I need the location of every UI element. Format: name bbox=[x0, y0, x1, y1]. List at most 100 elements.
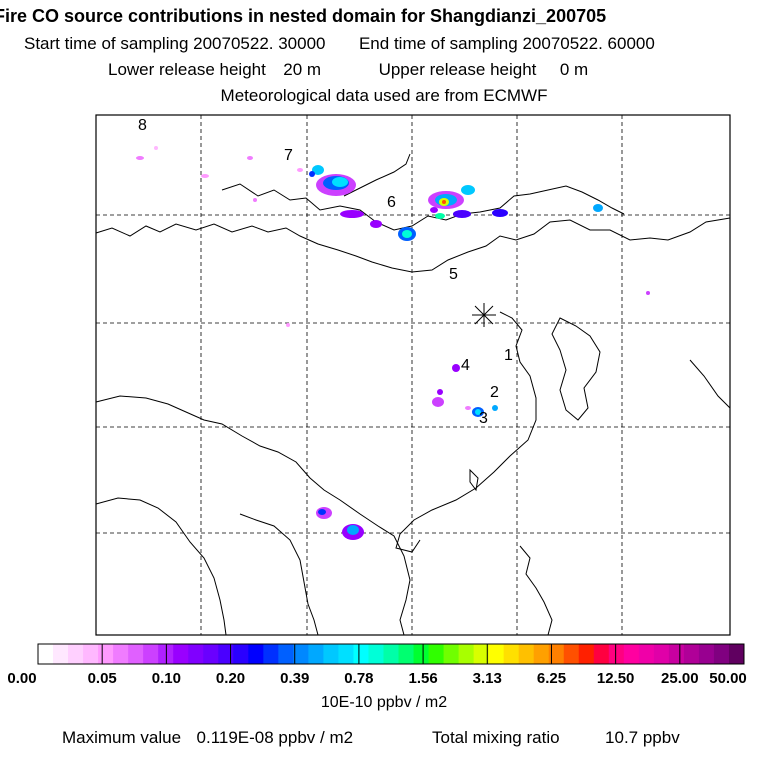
max-value-info: Maximum value 0.119E-08 ppbv / m2 bbox=[62, 728, 353, 748]
colorbar-swatch bbox=[503, 644, 520, 664]
colorbar-swatch bbox=[533, 644, 550, 664]
colorbar-swatch bbox=[518, 644, 535, 664]
colorbar-swatch bbox=[248, 644, 264, 664]
plume-cluster bbox=[461, 185, 475, 195]
colorbar-swatch bbox=[428, 644, 445, 664]
plume-cluster bbox=[492, 209, 508, 217]
colorbar-tick-label: 3.13 bbox=[472, 670, 502, 687]
colorbar-swatch bbox=[113, 644, 129, 664]
plume-cluster bbox=[247, 156, 253, 160]
china-coast bbox=[395, 311, 537, 553]
region-label: 4 bbox=[461, 357, 470, 374]
lake-baikal bbox=[343, 153, 411, 197]
receptor-star-icon bbox=[472, 303, 496, 327]
colorbar-swatch bbox=[338, 644, 354, 664]
colorbar-swatch bbox=[263, 644, 279, 664]
colorbar-swatch bbox=[563, 644, 580, 664]
colorbar-tick-label: 6.25 bbox=[536, 670, 567, 687]
philippines-coast bbox=[519, 545, 553, 636]
max-value-label: Maximum value bbox=[62, 728, 182, 747]
plume-cluster bbox=[492, 405, 498, 411]
colorbar-tick-label: 0.78 bbox=[344, 670, 374, 687]
map-gridlines bbox=[96, 115, 730, 635]
colorbar-tick-label: 0.00 bbox=[7, 670, 37, 687]
lower-release-value: 20 m bbox=[283, 60, 322, 79]
colorbar-tick-label: 0.20 bbox=[215, 670, 246, 687]
plume-cluster bbox=[437, 389, 443, 395]
plume-cluster bbox=[347, 525, 359, 535]
upper-release-value: 0 m bbox=[559, 60, 589, 79]
colorbar-swatch bbox=[68, 644, 84, 664]
colorbar-swatch bbox=[653, 644, 670, 664]
colorbar-swatch bbox=[143, 644, 159, 664]
plume-cluster bbox=[154, 146, 158, 150]
region-label: 7 bbox=[284, 147, 293, 164]
colorbar-swatch bbox=[443, 644, 460, 664]
colorbar-tick-label: 12.50 bbox=[596, 670, 635, 687]
plume-cluster bbox=[593, 204, 603, 212]
plume-cluster bbox=[297, 168, 303, 172]
myanmar-border bbox=[239, 513, 319, 636]
colorbar-swatch bbox=[683, 644, 700, 664]
region-label: 6 bbox=[387, 194, 396, 211]
colorbar-swatch bbox=[353, 644, 369, 664]
total-mixing-label: Total mixing ratio bbox=[432, 728, 560, 747]
colorbar-tick-label: 25.00 bbox=[661, 670, 699, 687]
taiwan-coast bbox=[469, 468, 479, 492]
colorbar-swatch bbox=[458, 644, 475, 664]
plume-cluster bbox=[435, 213, 445, 219]
colorbar-swatch bbox=[713, 644, 730, 664]
colorbar-swatch bbox=[218, 644, 234, 664]
colorbar-swatch bbox=[578, 644, 595, 664]
region-labels: 8 7 6 5 4 1 2 3 bbox=[138, 117, 513, 427]
region-label: 1 bbox=[504, 347, 513, 364]
plume-cluster bbox=[432, 397, 444, 407]
total-mixing-info: Total mixing ratio 10.7 ppbv bbox=[432, 728, 680, 748]
plume-cluster bbox=[442, 200, 446, 204]
colorbar-swatch bbox=[203, 644, 219, 664]
colorbar-swatch bbox=[383, 644, 400, 664]
colorbar-swatch bbox=[668, 644, 685, 664]
himalaya-border bbox=[95, 395, 411, 636]
plume-cluster bbox=[332, 177, 348, 187]
plume-cluster bbox=[465, 406, 471, 410]
figure-title: Fire CO source contributions in nested d… bbox=[0, 6, 607, 26]
mongolia-border bbox=[95, 217, 731, 273]
plume-cluster bbox=[646, 291, 650, 295]
plume-cluster bbox=[475, 409, 481, 415]
colorbar-tick-label: 50.00 bbox=[709, 670, 747, 687]
plume-cluster bbox=[253, 198, 257, 202]
colorbar-swatch bbox=[728, 644, 745, 664]
plume-cluster bbox=[453, 210, 471, 218]
plume-cluster bbox=[340, 210, 364, 218]
end-time-label: End time of sampling bbox=[358, 34, 518, 53]
south-border bbox=[95, 497, 227, 636]
colorbar-swatch bbox=[548, 644, 565, 664]
plume-cluster bbox=[452, 364, 460, 372]
release-info: Lower release height 20 m Upper release … bbox=[108, 60, 588, 80]
plume-cluster bbox=[286, 323, 290, 327]
map-frame bbox=[95, 114, 731, 636]
russia-border bbox=[221, 183, 625, 231]
colorbar-swatch bbox=[38, 644, 54, 664]
colorbar-swatch bbox=[128, 644, 144, 664]
plume-cluster bbox=[402, 230, 412, 238]
colorbar-swatch bbox=[623, 644, 640, 664]
colorbar-swatch bbox=[638, 644, 655, 664]
plume-cluster bbox=[370, 220, 382, 228]
colorbar-swatch bbox=[608, 644, 625, 664]
colorbar-swatch bbox=[593, 644, 610, 664]
start-time-value: 20070522. 30000 bbox=[193, 34, 326, 53]
colorbar-swatch bbox=[473, 644, 490, 664]
colorbar-tick-label: 1.56 bbox=[408, 670, 438, 687]
colorbar-swatch bbox=[188, 644, 204, 664]
colorbar-tick-label: 0.39 bbox=[280, 670, 310, 687]
colorbar-tick-label: 0.05 bbox=[87, 670, 117, 687]
end-time-value: 20070522. 60000 bbox=[522, 34, 655, 53]
colorbar-swatch bbox=[173, 644, 189, 664]
plume-cluster bbox=[312, 165, 324, 175]
sampling-info: Start time of sampling 20070522. 30000 E… bbox=[24, 34, 655, 54]
meteorology-note: Meteorological data used are from ECMWF bbox=[220, 86, 548, 105]
lower-release-label: Lower release height bbox=[108, 60, 266, 79]
